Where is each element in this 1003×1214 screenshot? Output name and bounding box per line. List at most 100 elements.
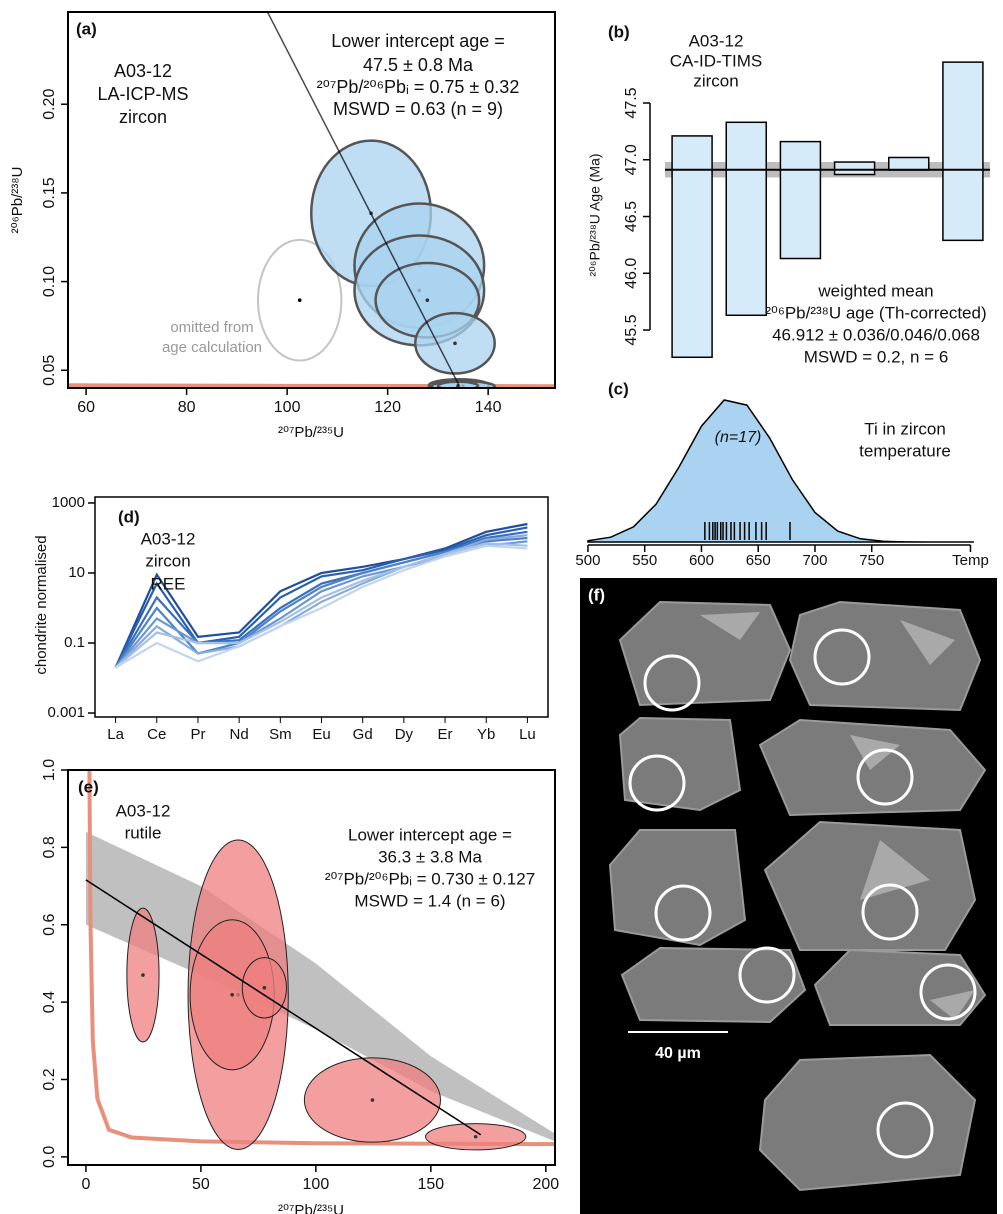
- x-tick-label: 650: [746, 552, 771, 569]
- label: zircon: [119, 107, 167, 127]
- label: A03-12: [141, 529, 196, 548]
- y-tick-label: 0.4: [41, 991, 58, 1013]
- label: MSWD = 0.2, n = 6: [804, 347, 949, 366]
- label: (c): [608, 379, 629, 398]
- y-tick-label: 46.5: [623, 201, 640, 232]
- label: zircon: [693, 71, 738, 90]
- panel-label: (f): [588, 585, 605, 604]
- x-tick-label: Yb: [477, 726, 495, 743]
- y-tick-label: 0.001: [47, 704, 85, 721]
- label: 46.912 ± 0.036/0.046/0.068: [772, 325, 980, 344]
- x-tick-label: Temp: [952, 552, 989, 569]
- y-tick-label: 0.2: [41, 1068, 58, 1090]
- x-tick-label: 100: [274, 399, 301, 416]
- x-tick-label: Er: [438, 726, 453, 743]
- label: Lower intercept age =: [331, 31, 505, 51]
- y-tick-label: 1000: [52, 494, 85, 511]
- y-tick-label: 45.5: [623, 314, 640, 345]
- x-tick-label: La: [107, 726, 124, 743]
- y-tick-label: 0.10: [41, 266, 58, 297]
- grain: [815, 950, 985, 1025]
- ellipse-center: [453, 342, 457, 346]
- label: A03-12: [116, 801, 171, 820]
- label: ²⁰⁷Pb/²³⁵U: [278, 1202, 344, 1214]
- figure: 40 µm (f) 60801001201400.050.100.150.20(…: [0, 0, 1003, 1214]
- age-box: [780, 142, 820, 259]
- x-tick-label: Nd: [230, 726, 249, 743]
- label: (b): [608, 22, 630, 41]
- label: ²⁰⁷Pb/²⁰⁶Pbᵢ = 0.730 ± 0.127: [325, 869, 535, 888]
- label: 47.5 ± 0.8 Ma: [363, 55, 474, 75]
- inclusion: [658, 1158, 684, 1174]
- label: (d): [118, 507, 140, 526]
- label: ²⁰⁶Pb/²³⁸U Age (Ma): [587, 153, 603, 276]
- x-tick-label: 100: [303, 1176, 330, 1193]
- x-tick-label: 140: [475, 399, 502, 416]
- x-tick-label: 50: [192, 1176, 210, 1193]
- x-tick-label: 0: [81, 1176, 90, 1193]
- y-tick-label: 0.20: [41, 89, 58, 120]
- ellipse-center: [230, 993, 234, 997]
- y-tick-label: 47.0: [623, 144, 640, 175]
- label: age calculation: [162, 339, 262, 356]
- label: omitted from: [170, 319, 253, 336]
- y-tick-label: 0.1: [64, 634, 85, 651]
- ellipse-center: [298, 298, 302, 302]
- x-tick-label: Eu: [312, 726, 330, 743]
- y-tick-label: 10: [68, 564, 85, 581]
- age-box: [726, 122, 766, 315]
- y-tick-label: 1.0: [41, 759, 58, 781]
- label: rutile: [125, 823, 162, 842]
- x-tick-label: 150: [417, 1176, 444, 1193]
- y-tick-label: 0.15: [41, 177, 58, 208]
- x-tick-label: Lu: [519, 726, 536, 743]
- y-tick-label: 0.0: [41, 1146, 58, 1168]
- label: LA-ICP-MS: [97, 84, 188, 104]
- label: CA-ID-TIMS: [670, 51, 763, 70]
- label: ²⁰⁶Pb/²³⁸U: [9, 167, 26, 234]
- age-box: [889, 157, 929, 169]
- ellipse-center: [371, 1098, 375, 1102]
- label: chondrite normalised: [33, 535, 50, 674]
- grain: [760, 1055, 975, 1190]
- label: (n=17): [715, 429, 762, 446]
- label: temperature: [859, 441, 951, 460]
- x-tick-label: 750: [859, 552, 884, 569]
- label: (e): [78, 777, 99, 796]
- label: ²⁰⁶Pb/²³⁸U age (Th-corrected): [765, 303, 986, 322]
- grain: [790, 602, 980, 710]
- label: A03-12: [689, 31, 744, 50]
- label: REE: [151, 574, 186, 593]
- label: Ti in zircon: [864, 419, 946, 438]
- label: Lower intercept age =: [348, 825, 512, 844]
- label: A03-12: [114, 61, 172, 81]
- x-tick-label: 200: [532, 1176, 559, 1193]
- x-tick-label: 600: [689, 552, 714, 569]
- ellipse-center: [141, 973, 145, 977]
- label: ²⁰⁷Pb/²⁰⁶Pbᵢ = 0.75 ± 0.32: [317, 77, 520, 97]
- y-tick-label: 0.6: [41, 914, 58, 936]
- y-tick-label: 46.0: [623, 258, 640, 289]
- x-tick-label: 80: [178, 399, 196, 416]
- label: 36.3 ± 3.8 Ma: [378, 847, 482, 866]
- x-tick-label: Dy: [395, 726, 414, 743]
- label: zircon: [145, 551, 190, 570]
- scale-bar-label: 40 µm: [655, 1045, 701, 1062]
- x-tick-label: 550: [632, 552, 657, 569]
- y-tick-label: 0.8: [41, 836, 58, 858]
- x-tick-label: 700: [802, 552, 827, 569]
- y-tick-label: 47.5: [623, 87, 640, 118]
- label: weighted mean: [817, 281, 933, 300]
- x-tick-label: 500: [575, 552, 600, 569]
- x-tick-label: 120: [374, 399, 401, 416]
- y-tick-label: 0.05: [41, 355, 58, 386]
- ellipse-center: [474, 1135, 478, 1139]
- x-tick-label: Ce: [147, 726, 166, 743]
- grain: [622, 948, 805, 1022]
- age-box: [835, 162, 875, 174]
- label: (a): [76, 19, 97, 38]
- label: MSWD = 1.4 (n = 6): [354, 891, 505, 910]
- ellipse-center: [263, 986, 267, 990]
- cl-image-panel: 40 µm (f): [580, 578, 997, 1214]
- label: ²⁰⁷Pb/²³⁵U: [278, 424, 344, 441]
